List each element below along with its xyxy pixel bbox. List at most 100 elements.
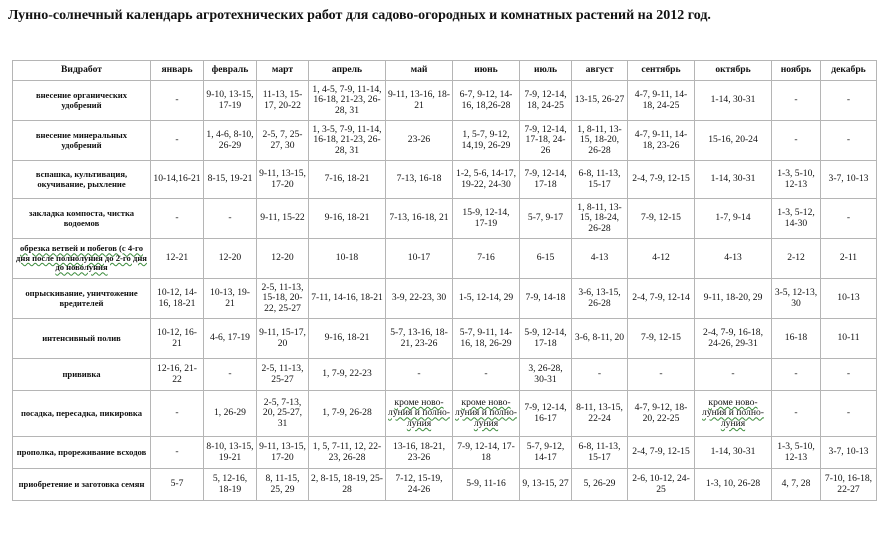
date-cell: - — [452, 358, 520, 391]
date-cell: 6-8, 11-13, 15-17 — [571, 160, 628, 199]
date-cell: 9-11, 13-15, 17-20 — [256, 436, 309, 469]
work-type-cell: закладка компоста, чистка водоемов — [12, 198, 151, 239]
date-cell: 3-6, 8-11, 20 — [571, 318, 628, 359]
table-row: вспашка, культивация, окучивание, рыхлен… — [12, 160, 877, 199]
date-cell: 1, 3-5, 7-9, 11-14, 16-18, 21-23, 26-28,… — [308, 120, 386, 161]
date-cell: 9-16, 18-21 — [308, 318, 386, 359]
date-cell: 4-7, 9-12, 18-20, 22-25 — [627, 390, 695, 437]
date-cell: 16-18 — [771, 318, 821, 359]
table-row: внесение минеральных удобрений -1, 4-6, 8… — [12, 120, 877, 161]
table-row: внесение органических удобрений -9-10, 13… — [12, 80, 877, 121]
date-cell: 1, 5, 7-11, 12, 22-23, 26-28 — [308, 436, 386, 469]
date-cell: 9-11, 13-15, 17-20 — [256, 160, 309, 199]
date-cell: 7-9, 12-14, 17-18 — [452, 436, 520, 469]
date-cell: 4-13 — [694, 238, 772, 279]
work-type-cell: приобретение и заготовка семян — [12, 468, 151, 501]
date-cell: 3-6, 13-15, 26-28 — [571, 278, 628, 319]
date-cell: 7-12, 15-19, 24-26 — [385, 468, 453, 501]
date-cell: 1, 8-11, 13-15, 18-20, 26-28 — [571, 120, 628, 161]
work-type-cell: вспашка, культивация, окучивание, рыхлен… — [12, 160, 151, 199]
date-cell: 9-11, 15-22 — [256, 198, 309, 239]
date-cell: - — [820, 390, 877, 437]
date-cell: 1-3, 5-10, 12-13 — [771, 436, 821, 469]
work-type-cell: внесение органических удобрений — [12, 80, 151, 121]
header-month: июль — [519, 60, 572, 81]
header-month: июнь — [452, 60, 520, 81]
date-cell: - — [203, 198, 257, 239]
date-cell: 7-9, 12-14, 16-17 — [519, 390, 572, 437]
date-cell: 2-4, 7-9, 12-15 — [627, 160, 695, 199]
calendar-body: внесение органических удобрений -9-10, 13… — [12, 80, 877, 501]
date-cell: 3-5, 12-13, 30 — [771, 278, 821, 319]
date-cell: 8-15, 19-21 — [203, 160, 257, 199]
date-cell: 10-17 — [385, 238, 453, 279]
header-month: ноябрь — [771, 60, 821, 81]
date-cell: 15-9, 12-14, 17-19 — [452, 198, 520, 239]
date-cell: 5-7, 13-16, 18-21, 23-26 — [385, 318, 453, 359]
date-cell: 5-9, 12-14, 17-18 — [519, 318, 572, 359]
date-cell: 11-13, 15-17, 20-22 — [256, 80, 309, 121]
date-cell: 5-7, 9-11, 14-16, 18, 26-29 — [452, 318, 520, 359]
date-cell: 3-9, 22-23, 30 — [385, 278, 453, 319]
date-cell: 2-12 — [771, 238, 821, 279]
header-month: февраль — [203, 60, 257, 81]
header-month: март — [256, 60, 309, 81]
date-cell: 2-4, 7-9, 12-15 — [627, 436, 695, 469]
date-cell: 2-5, 7, 25-27, 30 — [256, 120, 309, 161]
work-type-cell: опрыскивание, уничтожение вредителей — [12, 278, 151, 319]
date-cell: 1-14, 30-31 — [694, 436, 772, 469]
date-cell: - — [203, 358, 257, 391]
date-cell: - — [627, 358, 695, 391]
header-month: январь — [150, 60, 204, 81]
date-cell: - — [820, 358, 877, 391]
date-cell: 8, 11-15, 25, 29 — [256, 468, 309, 501]
table-row: интенсивный полив 10-12, 16-21 4-6, 17-19 9… — [12, 318, 877, 359]
date-cell: - — [150, 80, 204, 121]
date-cell: кроме ново-луния и полно- луния — [694, 390, 772, 437]
date-cell: 10-11 — [820, 318, 877, 359]
date-cell: 4-12 — [627, 238, 695, 279]
date-cell: 5-7, 9-17 — [519, 198, 572, 239]
date-cell: 10-13, 19-21 — [203, 278, 257, 319]
header-month: август — [571, 60, 628, 81]
date-cell: 2-5, 7-13, 20, 25-27, 31 — [256, 390, 309, 437]
date-cell: 7-9, 12-14, 18, 24-25 — [519, 80, 572, 121]
date-cell: кроме ново-луния и полно-луния — [452, 390, 520, 437]
date-cell: 5, 26-29 — [571, 468, 628, 501]
work-type-cell: посадка, пересадка, пикировка — [12, 390, 151, 437]
date-cell: - — [820, 120, 877, 161]
date-cell: 4, 7, 28 — [771, 468, 821, 501]
date-cell: 1, 4-5, 7-9, 11-14, 16-18, 21-23, 26-28,… — [308, 80, 386, 121]
date-cell: 9-11, 15-17, 20 — [256, 318, 309, 359]
date-cell: 1-3, 5-12, 14-30 — [771, 198, 821, 239]
header-month: апрель — [308, 60, 386, 81]
date-cell: 10-12, 16-21 — [150, 318, 204, 359]
date-cell: 23-26 — [385, 120, 453, 161]
date-cell: 4-13 — [571, 238, 628, 279]
date-cell: 8-10, 13-15, 19-21 — [203, 436, 257, 469]
date-cell: 5-7, 9-12, 14-17 — [519, 436, 572, 469]
date-cell: 9-11, 13-16, 18-21 — [385, 80, 453, 121]
date-cell: 6-7, 9-12, 14-16, 18,26-28 — [452, 80, 520, 121]
date-cell: 2-4, 7-9, 16-18, 24-26, 29-31 — [694, 318, 772, 359]
date-cell: 7-9, 12-14, 17-18, 24-26 — [519, 120, 572, 161]
date-cell: 9-16, 18-21 — [308, 198, 386, 239]
date-cell: 1, 4-6, 8-10, 26-29 — [203, 120, 257, 161]
date-cell: 1-14, 30-31 — [694, 80, 772, 121]
date-cell: 10-12, 14-16, 18-21 — [150, 278, 204, 319]
work-type-cell: прививка — [12, 358, 151, 391]
table-row: прививка 12-16, 21-22-2-5, 11-13, 25-27 1,… — [12, 358, 877, 391]
date-cell: 3-7, 10-13 — [820, 436, 877, 469]
date-cell: 2-11 — [820, 238, 877, 279]
date-cell: 12-20 — [256, 238, 309, 279]
date-cell: - — [571, 358, 628, 391]
date-cell: 5-7 — [150, 468, 204, 501]
table-row: закладка компоста, чистка водоемов - -9-11… — [12, 198, 877, 239]
header-month: сентябрь — [627, 60, 695, 81]
date-cell: - — [385, 358, 453, 391]
header-month: октябрь — [694, 60, 772, 81]
date-cell: 10-14,16-21 — [150, 160, 204, 199]
table-row: опрыскивание, уничтожение вредителей 10-1… — [12, 278, 877, 319]
date-cell: - — [694, 358, 772, 391]
date-cell: 10-13 — [820, 278, 877, 319]
